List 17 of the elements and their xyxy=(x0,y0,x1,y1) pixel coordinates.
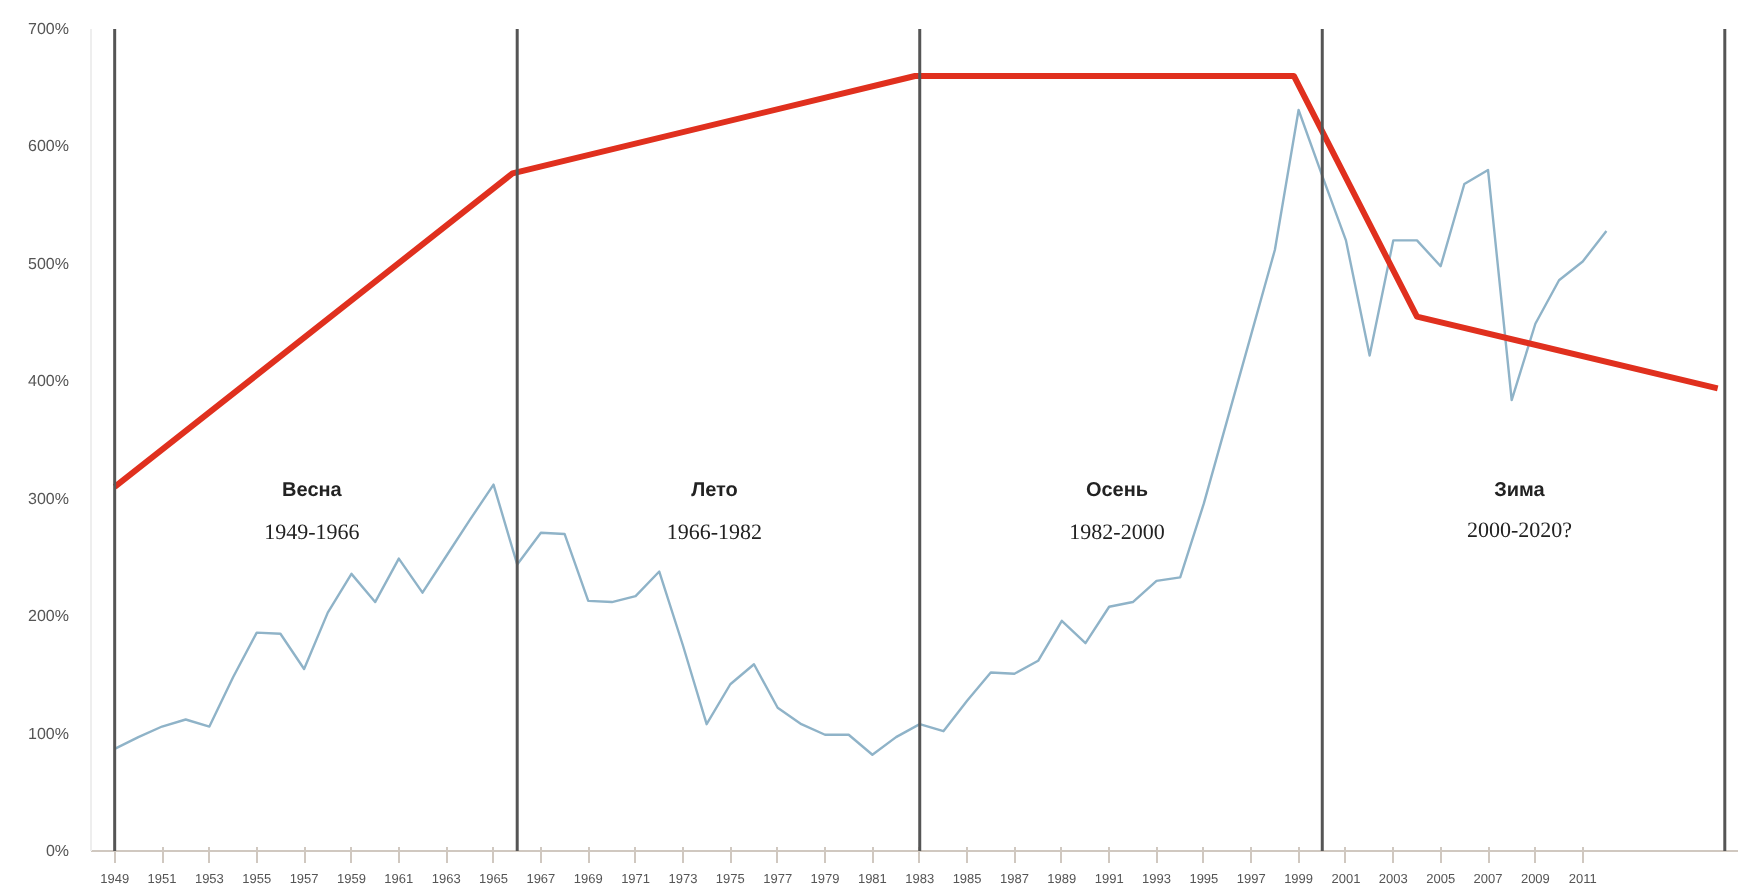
annotation: 2000-2020? xyxy=(1466,519,1573,543)
annotation: Весна xyxy=(282,480,343,502)
y-tick-label: 300% xyxy=(28,489,70,508)
y-tick-label: 400% xyxy=(28,372,70,391)
annotation: 1982-2000 xyxy=(1069,521,1166,545)
y-tick-label: 700% xyxy=(28,20,70,38)
annotation: Зима xyxy=(1494,480,1546,502)
annotation: 1949-1966 xyxy=(264,521,361,545)
annotation: Осень xyxy=(1085,480,1149,502)
y-tick-label: 500% xyxy=(28,254,70,273)
y-tick-label: 0% xyxy=(45,842,69,860)
y-tick-label: 600% xyxy=(28,137,70,156)
y-tick-label: 100% xyxy=(28,724,70,743)
y-tick-label: 200% xyxy=(28,607,70,626)
annotation: Лето xyxy=(691,480,738,502)
line-series xyxy=(113,108,1608,756)
annotation: 1966-1982 xyxy=(666,521,763,545)
